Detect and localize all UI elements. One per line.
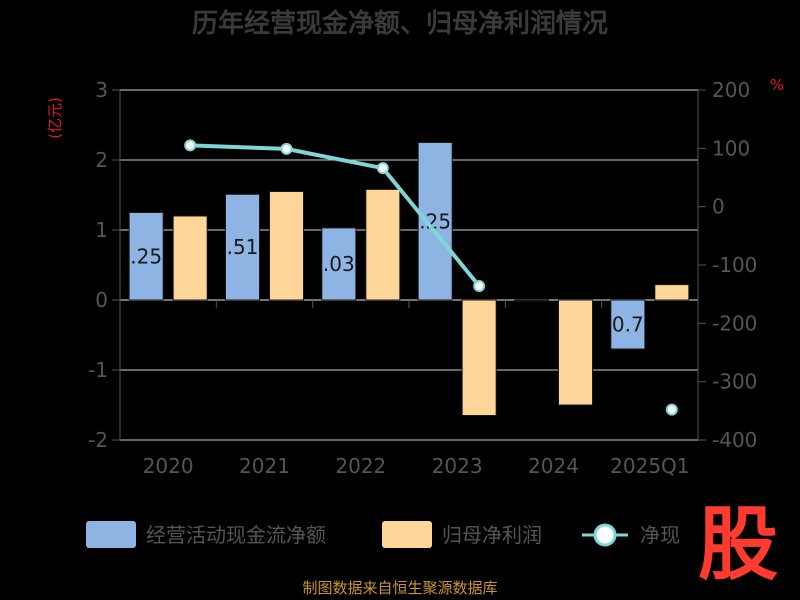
bar-netprofit	[172, 215, 208, 301]
bar-netprofit	[461, 299, 497, 416]
bar-netprofit	[365, 188, 401, 301]
bar-cashflow	[610, 299, 646, 350]
bar-cashflow	[514, 299, 549, 302]
left-tick-label: -2	[88, 428, 108, 452]
legend-label-netprofit: 归母净利润	[442, 523, 542, 547]
right-tick-label: 200	[712, 78, 750, 102]
bar-cashflow	[128, 212, 164, 301]
line-ratio	[190, 143, 481, 288]
x-tick-label: 2022	[335, 454, 386, 478]
right-axis: 200 100 0 -100 -200 -300 -400	[697, 78, 757, 452]
left-tick-label: -1	[88, 358, 108, 382]
legend-label-cashflow: 经营活动现金流净额	[146, 523, 326, 547]
left-tick-label: 0	[95, 288, 108, 312]
x-axis: 2020 2021 2022 2023 2024 2025Q1	[143, 300, 690, 478]
bar-data-label: .03	[323, 252, 355, 276]
legend: 经营活动现金流净额 归母净利润 净现	[86, 521, 680, 548]
bar-netprofit	[654, 284, 690, 301]
line-point	[376, 162, 389, 175]
left-tick-label: 1	[95, 218, 108, 242]
line-point	[665, 403, 678, 416]
line-point	[184, 139, 197, 152]
line-point	[280, 142, 293, 155]
bar-netprofit	[269, 191, 304, 301]
right-tick-label: -400	[712, 428, 757, 452]
right-tick-label: -200	[712, 311, 757, 335]
x-tick-label: 2020	[143, 454, 194, 478]
right-tick-label: -100	[712, 253, 757, 277]
line-series	[184, 139, 678, 416]
bar-data-label: .51	[227, 235, 259, 259]
right-tick-label: -300	[712, 370, 757, 394]
bars	[128, 142, 690, 416]
line-point	[473, 280, 486, 292]
left-axis: 3 2 1 0 -1 -2	[88, 78, 121, 452]
bar-netprofit	[558, 299, 593, 406]
x-tick-label: 2021	[239, 454, 290, 478]
right-tick-label: 100	[712, 136, 750, 160]
right-tick-label: 0	[712, 195, 725, 219]
bar-data-label: .25	[130, 244, 162, 268]
legend-swatch-cashflow	[86, 521, 136, 548]
stamp-logo: 股	[698, 498, 778, 591]
bar-labels: .25.51.03.250.7	[130, 209, 643, 336]
legend-label-ratio: 净现	[640, 523, 680, 547]
x-tick-label: 2023	[432, 454, 483, 478]
bar-cashflow	[321, 227, 357, 301]
bar-data-label: 0.7	[612, 313, 644, 337]
left-axis-unit: (亿元)	[46, 97, 64, 139]
legend-marker-ratio	[593, 523, 617, 547]
x-tick-label: 2025Q1	[610, 454, 689, 478]
left-tick-label: 2	[95, 148, 108, 172]
right-axis-unit: %	[770, 76, 784, 94]
x-tick-label: 2024	[528, 454, 579, 478]
footer-source: 制图数据来自恒生聚源数据库	[302, 579, 497, 597]
left-tick-label: 3	[95, 78, 108, 102]
chart-title: 历年经营现金净额、归母净利润情况	[192, 8, 608, 39]
bar-cashflow	[225, 193, 260, 301]
legend-swatch-netprofit	[382, 521, 432, 548]
